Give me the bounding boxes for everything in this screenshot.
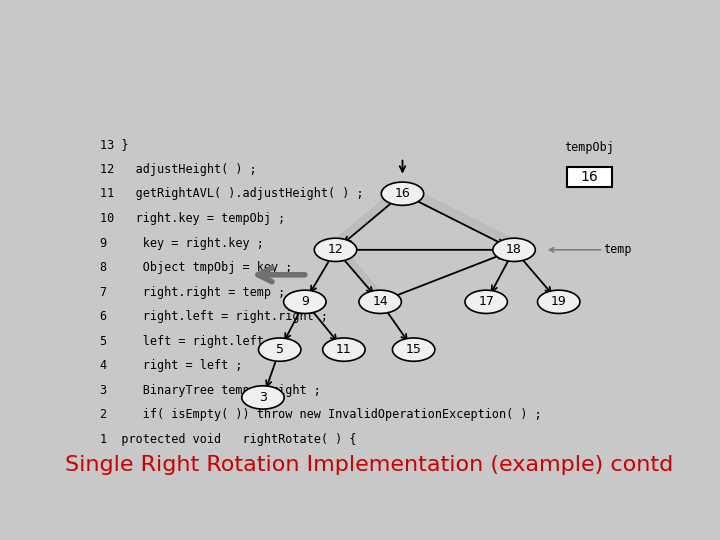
- Text: 7     right.right = temp ;: 7 right.right = temp ;: [100, 286, 285, 299]
- Polygon shape: [336, 239, 380, 302]
- Text: 13 }: 13 }: [100, 138, 129, 151]
- Ellipse shape: [465, 290, 508, 313]
- Text: 12   adjustHeight( ) ;: 12 adjustHeight( ) ;: [100, 163, 257, 176]
- Text: 5: 5: [276, 343, 284, 356]
- Text: 15: 15: [405, 343, 422, 356]
- Ellipse shape: [382, 182, 423, 205]
- Text: 16: 16: [580, 170, 598, 184]
- Text: 12: 12: [328, 244, 343, 256]
- Polygon shape: [336, 183, 402, 250]
- Ellipse shape: [493, 238, 535, 261]
- Text: 5     left = right.left ;: 5 left = right.left ;: [100, 335, 278, 348]
- Text: 9     key = right.key ;: 9 key = right.key ;: [100, 237, 264, 249]
- Ellipse shape: [359, 290, 401, 313]
- Text: 11   getRightAVL( ).adjustHeight( ) ;: 11 getRightAVL( ).adjustHeight( ) ;: [100, 187, 364, 200]
- Text: 10   right.key = tempObj ;: 10 right.key = tempObj ;: [100, 212, 285, 225]
- Text: 18: 18: [506, 244, 522, 256]
- Text: 11: 11: [336, 343, 352, 356]
- Ellipse shape: [242, 386, 284, 409]
- Text: temp: temp: [603, 244, 632, 256]
- Ellipse shape: [392, 338, 435, 361]
- Text: Single Right Rotation Implementation (example) contd: Single Right Rotation Implementation (ex…: [65, 455, 673, 475]
- Text: 9: 9: [301, 295, 309, 308]
- Text: 6     right.left = right.right ;: 6 right.left = right.right ;: [100, 310, 328, 323]
- Text: 8     Object tmpObj = key ;: 8 Object tmpObj = key ;: [100, 261, 292, 274]
- Text: 16: 16: [395, 187, 410, 200]
- FancyBboxPatch shape: [567, 167, 612, 187]
- Ellipse shape: [284, 290, 326, 313]
- Text: 19: 19: [551, 295, 567, 308]
- Text: 3: 3: [259, 391, 267, 404]
- Ellipse shape: [323, 338, 365, 361]
- Text: 14: 14: [372, 295, 388, 308]
- Text: 4     right = left ;: 4 right = left ;: [100, 359, 243, 372]
- Text: 17: 17: [478, 295, 494, 308]
- Text: 3     BinaryTree temp = right ;: 3 BinaryTree temp = right ;: [100, 384, 321, 397]
- Text: 2     if( isEmpty( )) throw new InvalidOperationException( ) ;: 2 if( isEmpty( )) throw new InvalidOpera…: [100, 408, 541, 421]
- Ellipse shape: [538, 290, 580, 313]
- Text: tempObj: tempObj: [564, 141, 614, 154]
- Polygon shape: [402, 183, 514, 250]
- Text: 1  protected void   rightRotate( ) {: 1 protected void rightRotate( ) {: [100, 433, 356, 446]
- Ellipse shape: [258, 338, 301, 361]
- Ellipse shape: [315, 238, 356, 261]
